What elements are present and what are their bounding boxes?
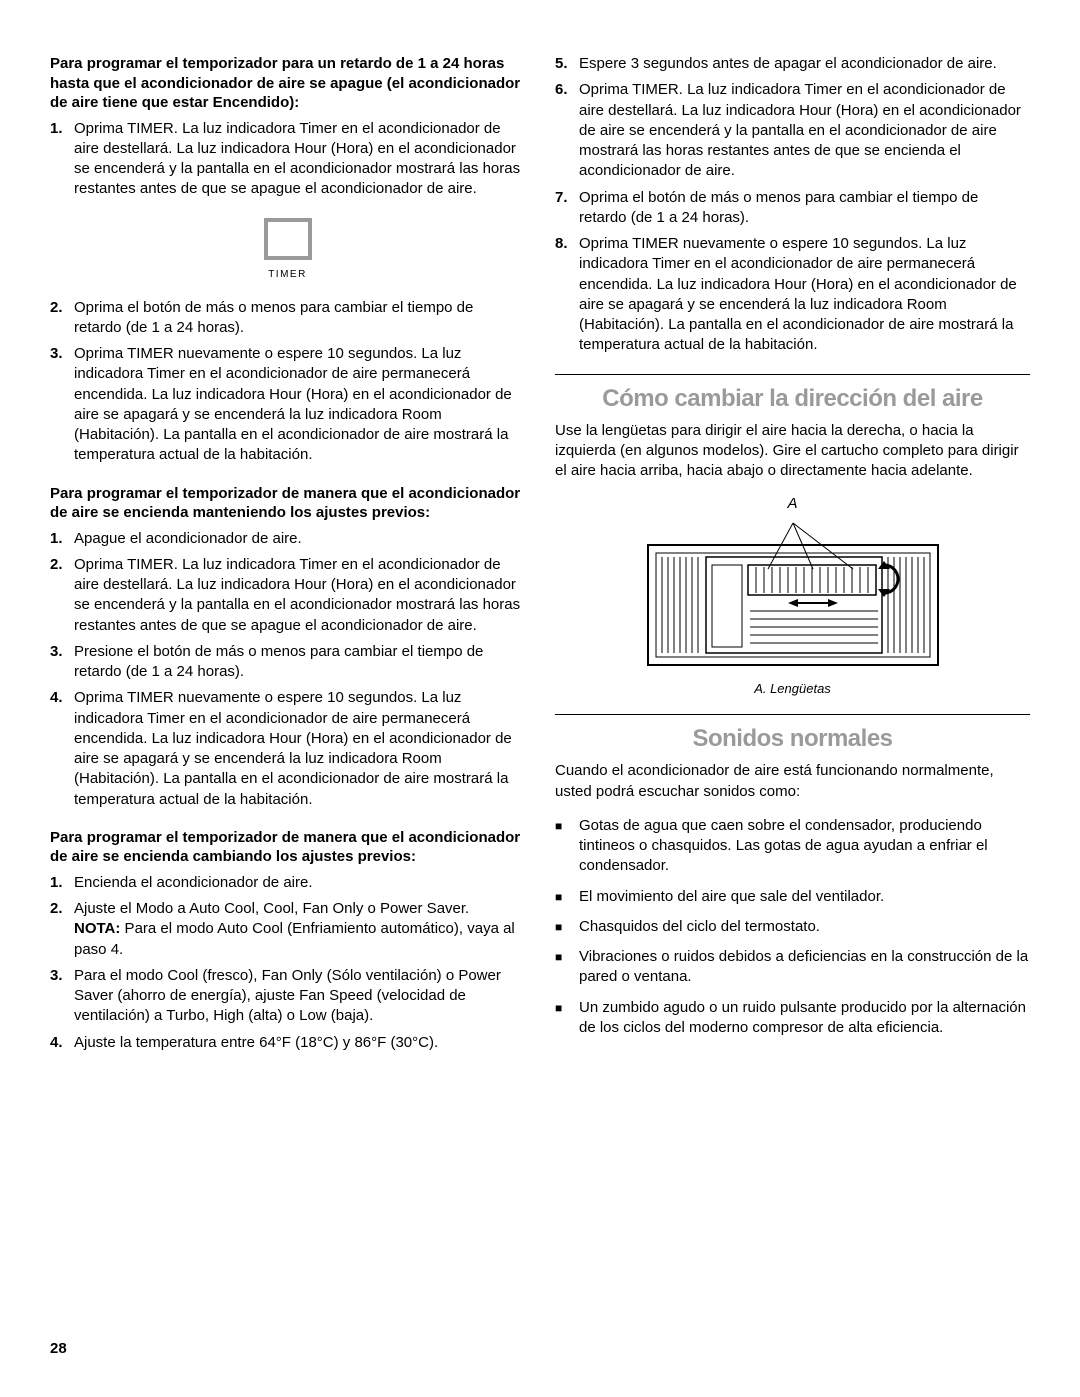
list-delay-off-b: 2.Oprima el botón de más o menos para ca… [50, 298, 525, 466]
list-on-change: 1.Encienda el acondicionador de aire. 2.… [50, 873, 525, 1053]
heading-on-change: Para programar el temporizador de manera… [50, 828, 525, 867]
list-text: Para el modo Cool (fresco), Fan Only (Só… [74, 966, 525, 1027]
bullet-icon: ■ [555, 887, 579, 907]
list-num: 1. [50, 119, 74, 200]
bullet-icon: ■ [555, 917, 579, 937]
list-num: 1. [50, 873, 74, 893]
list-text: El movimiento del aire que sale del vent… [579, 887, 1030, 907]
ac-unit-icon [638, 515, 948, 670]
list-num: 7. [555, 188, 579, 229]
list-text: Un zumbido agudo o un ruido pulsante pro… [579, 998, 1030, 1039]
list-text: Oprima TIMER. La luz indicadora Timer en… [74, 555, 525, 636]
list-num: 8. [555, 234, 579, 356]
list-num: 2. [50, 298, 74, 339]
list-text: Oprima el botón de más o menos para camb… [74, 298, 525, 339]
list-text: Oprima el botón de más o menos para camb… [579, 188, 1030, 229]
timer-icon [264, 218, 312, 260]
list-text: Oprima TIMER. La luz indicadora Timer en… [74, 119, 525, 200]
list-text: Ajuste el Modo a Auto Cool, Cool, Fan On… [74, 899, 525, 960]
divider [555, 714, 1030, 715]
right-column: 5.Espere 3 segundos antes de apagar el a… [555, 54, 1030, 1071]
list-text: Oprima TIMER nuevamente o espere 10 segu… [74, 688, 525, 810]
list-delay-off-a: 1.Oprima TIMER. La luz indicadora Timer … [50, 119, 525, 200]
nota-text: Para el modo Auto Cool (Enfriamiento aut… [74, 920, 515, 957]
normal-sounds-intro: Cuando el acondicionador de aire está fu… [555, 761, 1030, 802]
list-text: Oprima TIMER nuevamente o espere 10 segu… [579, 234, 1030, 356]
bullet-icon: ■ [555, 947, 579, 988]
list-num: 4. [50, 1033, 74, 1053]
list-text: Chasquidos del ciclo del termostato. [579, 917, 1030, 937]
sounds-list: ■Gotas de agua que caen sobre el condens… [555, 816, 1030, 1038]
nota-label: NOTA: [74, 920, 120, 937]
list-text: Vibraciones o ruidos debidos a deficienc… [579, 947, 1030, 988]
ac-unit-figure: A [555, 495, 1030, 696]
list-text: Espere 3 segundos antes de apagar el aco… [579, 54, 1030, 74]
air-direction-heading: Cómo cambiar la dirección del aire [555, 385, 1030, 413]
list-num: 3. [50, 344, 74, 466]
list-num: 1. [50, 529, 74, 549]
step-text: Ajuste el Modo a Auto Cool, Cool, Fan On… [74, 900, 469, 917]
list-num: 4. [50, 688, 74, 810]
bullet-icon: ■ [555, 998, 579, 1039]
bullet-icon: ■ [555, 816, 579, 877]
figure-label-a: A [787, 495, 797, 512]
heading-delay-off: Para programar el temporizador para un r… [50, 54, 525, 113]
page-number: 28 [50, 1340, 67, 1357]
left-column: Para programar el temporizador para un r… [50, 54, 525, 1071]
list-num: 3. [50, 642, 74, 683]
list-num: 2. [50, 899, 74, 960]
list-text: Oprima TIMER nuevamente o espere 10 segu… [74, 344, 525, 466]
list-on-prev: 1.Apague el acondicionador de aire. 2.Op… [50, 529, 525, 810]
timer-label: TIMER [50, 269, 525, 280]
timer-figure: TIMER [50, 218, 525, 280]
list-num: 5. [555, 54, 579, 74]
list-text: Encienda el acondicionador de aire. [74, 873, 525, 893]
list-text: Oprima TIMER. La luz indicadora Timer en… [579, 80, 1030, 181]
list-right-top: 5.Espere 3 segundos antes de apagar el a… [555, 54, 1030, 356]
list-num: 2. [50, 555, 74, 636]
normal-sounds-heading: Sonidos normales [555, 725, 1030, 753]
figure-caption: A. Lengüetas [555, 681, 1030, 696]
list-num: 6. [555, 80, 579, 181]
list-text: Gotas de agua que caen sobre el condensa… [579, 816, 1030, 877]
list-text: Ajuste la temperatura entre 64°F (18°C) … [74, 1033, 525, 1053]
list-text: Apague el acondicionador de aire. [74, 529, 525, 549]
air-direction-intro: Use la lengüetas para dirigir el aire ha… [555, 421, 1030, 482]
heading-on-prev: Para programar el temporizador de manera… [50, 484, 525, 523]
list-text: Presione el botón de más o menos para ca… [74, 642, 525, 683]
list-num: 3. [50, 966, 74, 1027]
divider [555, 374, 1030, 375]
